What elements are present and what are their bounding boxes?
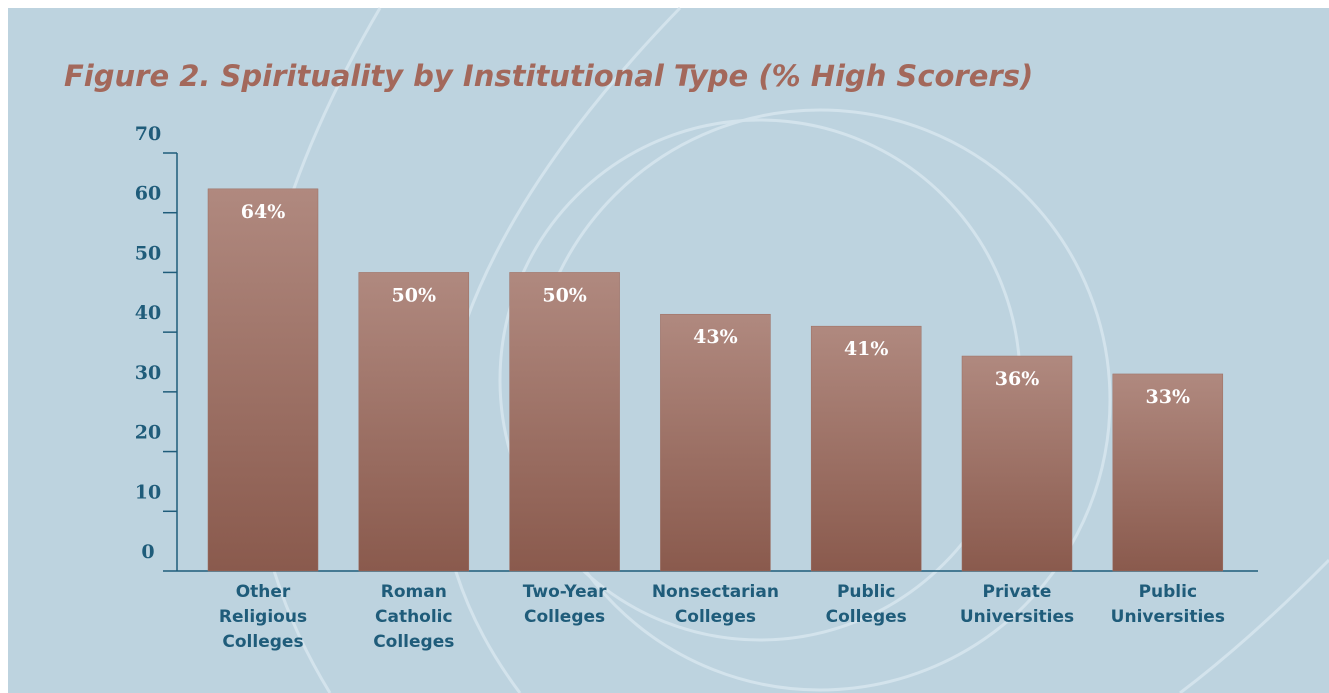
value-label: 43% (693, 326, 738, 348)
value-label: 50% (542, 284, 587, 306)
bar (358, 272, 470, 572)
value-label: 36% (995, 368, 1040, 390)
value-label: 41% (844, 338, 889, 360)
y-tick-label: 50 (135, 242, 161, 264)
x-tick-label: Public Colleges (826, 582, 907, 627)
x-tick-label: Private Universities (960, 582, 1074, 627)
y-tick-label: 40 (135, 302, 161, 324)
x-tick-label: Roman Catholic Colleges (373, 582, 454, 652)
value-label: 33% (1146, 386, 1191, 408)
bar (810, 325, 922, 572)
bar (509, 272, 620, 572)
x-tick-label: Two-Year Colleges (523, 582, 607, 627)
value-label: 64% (241, 201, 286, 223)
bar (660, 313, 771, 572)
x-tick-label: Other Religious Colleges (219, 582, 307, 652)
y-tick-label: 30 (135, 362, 161, 384)
value-label: 50% (392, 284, 437, 306)
bar (207, 188, 319, 572)
y-tick-label: 10 (135, 481, 161, 503)
bar (1112, 373, 1224, 572)
y-tick-label: 20 (135, 422, 161, 444)
y-tick-label: 60 (135, 183, 161, 205)
y-tick-label: 70 (135, 123, 161, 145)
bar (961, 355, 1073, 572)
chart-title: Figure 2. Spirituality by Institutional … (64, 59, 1033, 93)
x-tick-label: Public Universities (1111, 582, 1225, 627)
y-tick-label: 0 (141, 541, 154, 563)
x-tick-label: Nonsectarian Colleges (652, 582, 779, 627)
